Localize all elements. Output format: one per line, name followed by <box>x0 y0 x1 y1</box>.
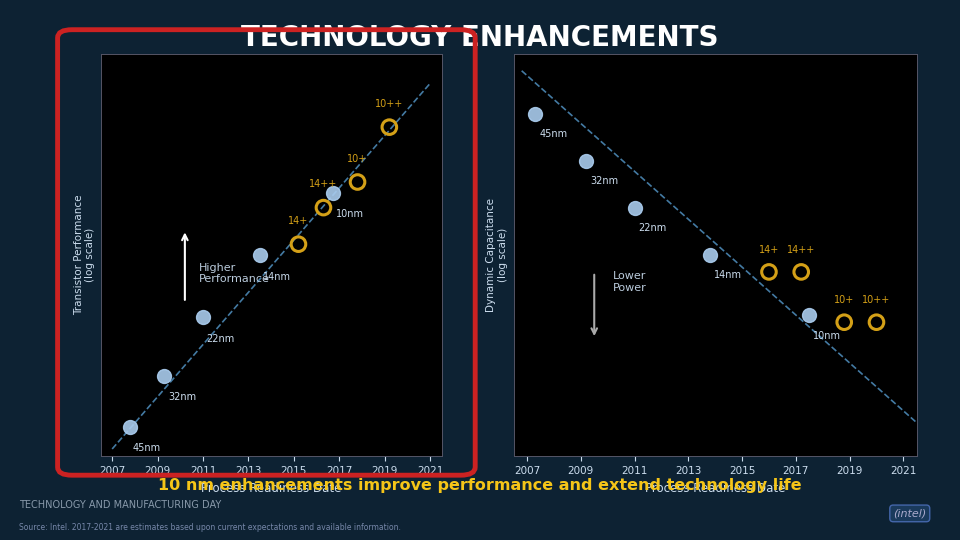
Text: 10 nm enhancements improve performance and extend technology life: 10 nm enhancements improve performance a… <box>158 478 802 493</box>
Point <box>382 123 397 131</box>
Text: TECHNOLOGY AND MANUFACTURING DAY: TECHNOLOGY AND MANUFACTURING DAY <box>19 500 222 510</box>
Text: 14nm: 14nm <box>714 270 742 280</box>
Text: 32nm: 32nm <box>590 177 618 186</box>
Point <box>527 110 542 119</box>
Point <box>579 157 594 166</box>
Point <box>324 188 340 197</box>
Y-axis label: Transistor Performance
(log scale): Transistor Performance (log scale) <box>74 195 95 315</box>
Point <box>836 318 852 327</box>
Point <box>196 313 211 322</box>
Text: 10+: 10+ <box>348 154 368 164</box>
Point <box>123 423 138 431</box>
Text: 45nm: 45nm <box>133 443 161 454</box>
Text: 32nm: 32nm <box>168 392 196 402</box>
Text: (intel): (intel) <box>893 508 926 518</box>
Text: 10nm: 10nm <box>813 330 841 341</box>
Text: 14nm: 14nm <box>263 272 291 281</box>
Text: 22nm: 22nm <box>206 334 234 344</box>
Text: Higher
Performance: Higher Performance <box>199 262 270 284</box>
Point <box>627 204 642 213</box>
Text: 14+: 14+ <box>758 245 780 255</box>
X-axis label: Process Readiness Date: Process Readiness Date <box>201 482 342 495</box>
Text: Lower
Power: Lower Power <box>613 271 647 293</box>
Text: TECHNOLOGY ENHANCEMENTS: TECHNOLOGY ENHANCEMENTS <box>241 24 719 52</box>
Text: 10+: 10+ <box>834 295 854 306</box>
Text: 10++: 10++ <box>862 295 891 306</box>
Text: 10++: 10++ <box>375 99 403 109</box>
Y-axis label: Dynamic Capacitance
(log scale): Dynamic Capacitance (log scale) <box>487 198 508 312</box>
Text: 10nm: 10nm <box>336 210 364 219</box>
Point <box>349 178 365 186</box>
Point <box>802 311 817 320</box>
Point <box>702 251 717 260</box>
Point <box>761 268 777 276</box>
Point <box>252 251 268 259</box>
Point <box>869 318 884 327</box>
Point <box>291 240 306 248</box>
Text: 14+: 14+ <box>288 216 308 226</box>
Text: 45nm: 45nm <box>540 130 567 139</box>
X-axis label: Process Readiness Date: Process Readiness Date <box>645 482 785 495</box>
Text: 14++: 14++ <box>787 245 815 255</box>
Text: Source: Intel. 2017-2021 are estimates based upon current expectations and avail: Source: Intel. 2017-2021 are estimates b… <box>19 523 401 532</box>
Point <box>316 203 331 212</box>
Text: 14++: 14++ <box>309 179 338 190</box>
Text: 22nm: 22nm <box>638 224 667 233</box>
Point <box>794 268 809 276</box>
Point <box>156 372 172 380</box>
